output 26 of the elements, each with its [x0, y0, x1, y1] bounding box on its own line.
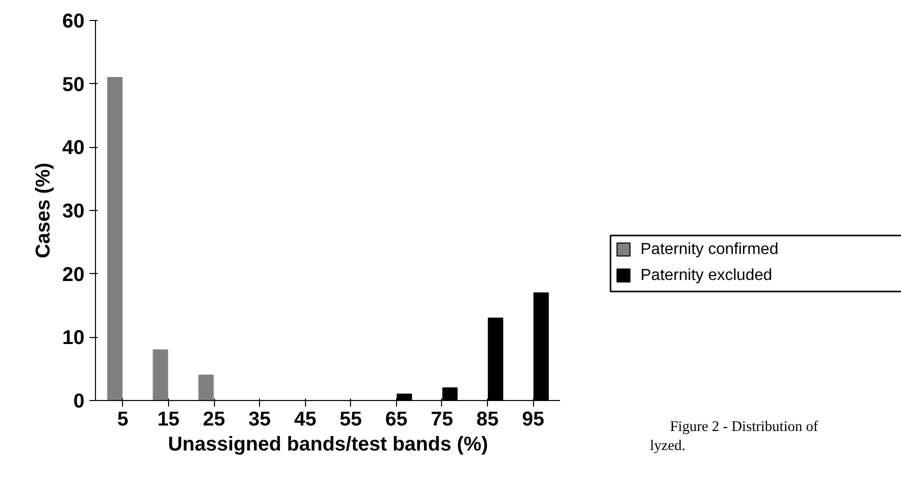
legend-label: Paternity excluded	[640, 267, 772, 284]
x-axis-title: Unassigned bands/test bands (%)	[168, 434, 488, 456]
y-tick-label: 60	[62, 10, 85, 32]
x-tick-label: 25	[202, 408, 226, 430]
x-tick-label: 15	[157, 408, 180, 430]
y-tick-label: 0	[73, 390, 84, 412]
y-tick-label: 40	[62, 137, 85, 160]
x-tick-label: 5	[117, 408, 128, 430]
text: lyzed.	[650, 437, 686, 456]
x-tick-label: 65	[385, 408, 408, 430]
x-tick-label: 95	[522, 408, 544, 430]
x-tick-label: 35	[248, 408, 271, 430]
legend-label: Paternity confirmed	[640, 241, 778, 258]
y-axis-title: Cases (%)	[32, 162, 54, 258]
x-tick-label: 45	[294, 408, 316, 430]
y-tick-label: 30	[62, 200, 85, 222]
bar	[198, 374, 214, 400]
y-tick-label: 50	[62, 74, 85, 96]
caption: Figure 2 - Distribution of	[670, 418, 818, 437]
x-tick-label: 55	[340, 408, 362, 430]
x-tick-label: 75	[430, 408, 454, 430]
bar	[152, 349, 168, 400]
y-tick-label: 20	[62, 264, 85, 286]
y-tick-label: 10	[62, 327, 85, 350]
x-tick-label: 85	[476, 408, 499, 430]
bar	[107, 77, 123, 400]
